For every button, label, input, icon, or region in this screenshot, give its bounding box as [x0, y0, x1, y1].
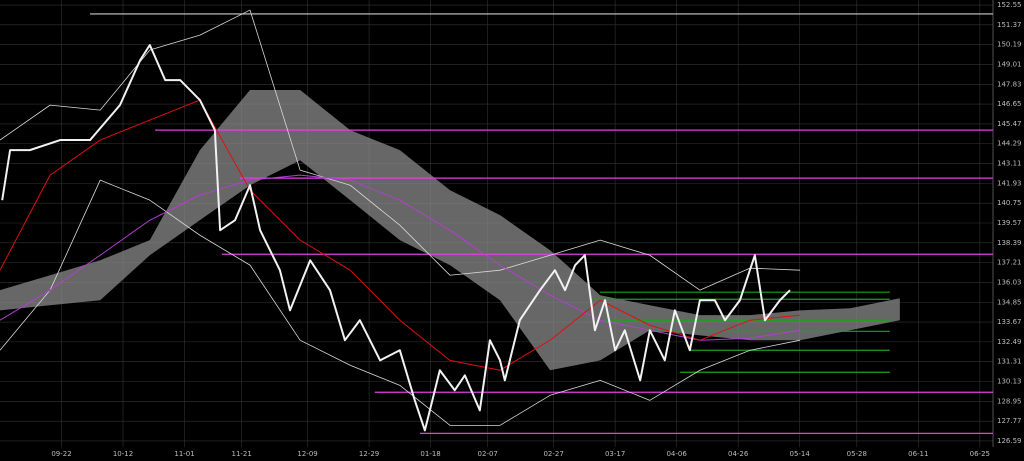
- y-tick-label: 150.19: [997, 41, 1022, 49]
- y-tick-label: 133.67: [997, 318, 1022, 326]
- y-tick-label: 130.13: [997, 378, 1022, 386]
- y-tick-label: 128.95: [997, 397, 1022, 405]
- x-tick-label: 02-27: [543, 450, 563, 458]
- x-tick-label: 04-26: [728, 450, 749, 458]
- y-tick-label: 136.03: [997, 278, 1022, 286]
- x-tick-label: 04-06: [666, 450, 687, 458]
- y-tick-label: 146.65: [997, 100, 1022, 108]
- y-tick-label: 132.49: [997, 338, 1022, 346]
- x-tick-label: 09-22: [51, 450, 71, 458]
- series-line: [0, 174, 801, 341]
- x-tick-label: 11-01: [174, 450, 194, 458]
- y-tick-label: 147.83: [997, 80, 1022, 88]
- x-tick-label: 06-11: [908, 450, 928, 458]
- series-line: [0, 9, 801, 291]
- x-tick-label: 12-09: [297, 450, 317, 458]
- y-tick-label: 137.21: [997, 259, 1022, 267]
- x-tick-label: 06-25: [970, 450, 990, 458]
- y-tick-label: 149.01: [997, 60, 1022, 68]
- x-tick-label: 03-17: [605, 450, 625, 458]
- y-tick-label: 143.11: [997, 160, 1022, 168]
- x-tick-label: 01-18: [420, 450, 440, 458]
- y-tick-label: 145.47: [997, 120, 1022, 128]
- y-tick-label: 140.75: [997, 199, 1022, 207]
- y-tick-label: 152.55: [997, 1, 1022, 9]
- y-tick-label: 144.29: [997, 140, 1022, 148]
- y-tick-label: 131.31: [997, 358, 1022, 366]
- y-tick-label: 134.85: [997, 298, 1022, 306]
- y-tick-label: 126.59: [997, 437, 1022, 445]
- x-tick-label: 11-21: [231, 450, 251, 458]
- y-tick-label: 127.77: [997, 417, 1022, 425]
- y-tick-label: 151.37: [997, 21, 1022, 29]
- x-tick-label: 10-12: [113, 450, 133, 458]
- series-line: [0, 99, 801, 371]
- y-tick-label: 138.39: [997, 239, 1022, 247]
- series-line: [0, 179, 801, 426]
- x-tick-label: 05-14: [790, 450, 811, 458]
- x-tick-label: 05-28: [847, 450, 867, 458]
- y-tick-label: 139.57: [997, 219, 1022, 227]
- x-tick-label: 12-29: [359, 450, 379, 458]
- x-tick-label: 02-07: [478, 450, 498, 458]
- y-tick-label: 141.93: [997, 179, 1022, 187]
- series-line: [1, 44, 791, 432]
